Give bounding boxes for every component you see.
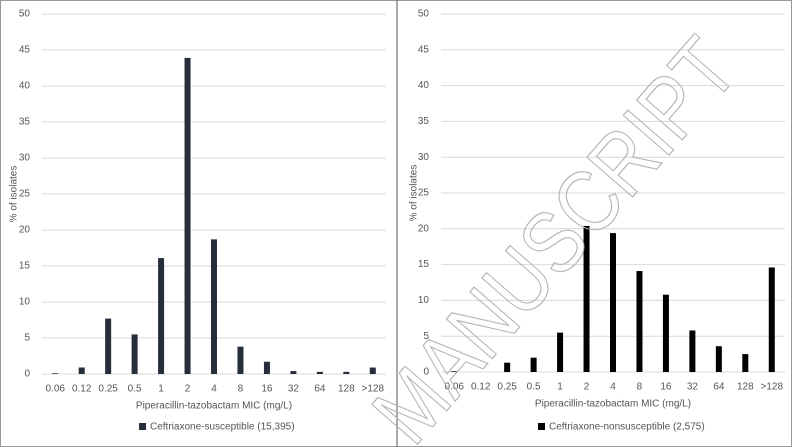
bar — [263, 361, 270, 374]
x-tick-label: 0.25 — [497, 382, 517, 393]
y-tick-label: 10 — [418, 295, 430, 306]
x-axis-title: Piperacillin-tazobactam MIC (mg/L) — [535, 399, 691, 410]
bar — [343, 371, 350, 374]
x-tick-label: 1 — [557, 382, 563, 393]
legend-label: Ceftriaxone-susceptible (15,395) — [150, 422, 295, 433]
bar — [768, 267, 775, 372]
x-tick-label: 8 — [637, 382, 643, 393]
bar — [715, 346, 722, 372]
bar — [211, 239, 217, 374]
legend-label: Ceftriaxone-nonsusceptible (2,575) — [549, 422, 705, 433]
y-tick-label: 0 — [24, 369, 30, 380]
bar — [662, 294, 669, 372]
y-tick-label: 25 — [418, 188, 430, 199]
x-tick-label: 0.12 — [471, 382, 491, 393]
y-tick-label: 25 — [19, 189, 31, 200]
bar — [316, 371, 323, 374]
x-tick-label: 64 — [713, 382, 725, 393]
x-tick-label: 0.12 — [72, 384, 92, 395]
y-tick-label: 45 — [19, 45, 31, 56]
x-tick-label: 1 — [158, 384, 164, 395]
y-tick-label: 10 — [19, 297, 31, 308]
legend-swatch — [139, 423, 146, 430]
bar — [52, 373, 59, 374]
x-tick-label: 128 — [338, 384, 355, 395]
bar — [530, 357, 537, 372]
y-tick-label: 20 — [418, 223, 430, 234]
y-tick-label: 50 — [19, 9, 31, 20]
x-tick-label: 128 — [737, 382, 754, 393]
bar — [451, 371, 458, 372]
x-tick-label: 2 — [584, 382, 590, 393]
x-tick-label: 16 — [261, 384, 273, 395]
x-tick-label: >128 — [761, 382, 784, 393]
x-tick-label: 0.5 — [128, 384, 142, 395]
y-tick-label: 40 — [19, 81, 31, 92]
bar — [105, 318, 112, 374]
y-tick-label: 50 — [418, 9, 430, 20]
x-tick-label: >128 — [362, 384, 385, 395]
x-axis-title: Piperacillin-tazobactam MIC (mg/L) — [136, 401, 292, 412]
bar — [557, 332, 564, 372]
bar — [610, 233, 616, 372]
y-tick-label: 40 — [418, 80, 430, 91]
bar — [184, 57, 191, 375]
y-tick-label: 5 — [24, 333, 30, 344]
x-tick-label: 0.06 — [45, 384, 65, 395]
y-tick-label: 30 — [19, 153, 31, 164]
y-axis-title: % of isolates — [409, 165, 420, 222]
bar — [504, 362, 511, 372]
bar — [583, 225, 590, 372]
y-axis-title: % of isolates — [9, 166, 20, 223]
bar — [689, 330, 696, 372]
bar — [290, 371, 297, 374]
bar — [742, 354, 749, 372]
bar — [131, 334, 138, 374]
y-tick-label: 35 — [19, 117, 31, 128]
bar — [237, 346, 244, 374]
x-tick-label: 4 — [211, 384, 217, 395]
bar — [158, 258, 165, 374]
y-tick-label: 35 — [418, 116, 430, 127]
y-tick-label: 20 — [19, 225, 31, 236]
y-tick-label: 15 — [19, 261, 31, 272]
y-tick-label: 15 — [418, 259, 430, 270]
x-tick-label: 16 — [660, 382, 672, 393]
x-tick-label: 4 — [610, 382, 616, 393]
x-tick-label: 8 — [238, 384, 244, 395]
x-tick-label: 32 — [288, 384, 300, 395]
legend-swatch — [538, 423, 545, 430]
y-tick-label: 0 — [423, 367, 429, 378]
bar — [369, 367, 376, 374]
bar — [78, 367, 85, 374]
y-tick-label: 30 — [418, 152, 430, 163]
x-tick-label: 0.25 — [98, 384, 118, 395]
y-tick-label: 5 — [423, 331, 429, 342]
x-tick-label: 0.5 — [527, 382, 541, 393]
x-tick-label: 2 — [185, 384, 191, 395]
x-tick-label: 0.06 — [444, 382, 464, 393]
x-tick-label: 64 — [314, 384, 326, 395]
y-tick-label: 45 — [418, 44, 430, 55]
bar — [636, 271, 643, 372]
x-tick-label: 32 — [687, 382, 699, 393]
